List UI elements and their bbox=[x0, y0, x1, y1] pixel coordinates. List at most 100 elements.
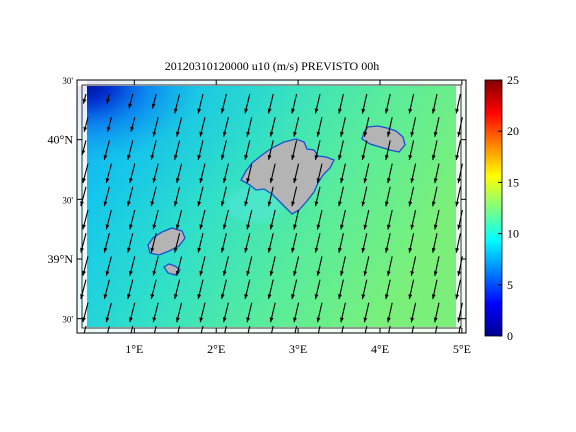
wind-arrow bbox=[103, 233, 110, 253]
map-frame-inner bbox=[81, 84, 462, 329]
wind-arrow bbox=[433, 256, 440, 277]
wind-arrow bbox=[431, 93, 438, 114]
wind-arrow bbox=[103, 279, 110, 300]
wind-arrow bbox=[293, 209, 300, 230]
wind-arrow bbox=[293, 163, 300, 184]
wind-arrow bbox=[247, 325, 251, 333]
wind-arrow bbox=[408, 140, 415, 161]
wind-arrow bbox=[455, 140, 461, 161]
wind-arrow bbox=[361, 140, 368, 161]
wind-arrow bbox=[408, 279, 415, 300]
wind-arrow bbox=[220, 233, 227, 253]
wind-arrow bbox=[220, 186, 227, 207]
wind-arrow bbox=[197, 93, 204, 114]
wind-arrow bbox=[244, 279, 251, 300]
wind-arrow bbox=[173, 279, 181, 300]
wind-arrow bbox=[291, 279, 298, 300]
wind-arrow bbox=[105, 302, 112, 323]
wind-arrow bbox=[129, 209, 136, 230]
wind-arrow bbox=[246, 256, 253, 276]
wind-arrow bbox=[386, 163, 393, 184]
wind-arrow bbox=[455, 233, 461, 253]
wind-arrow bbox=[82, 93, 87, 104]
wind-arrow bbox=[314, 93, 321, 114]
y-tick-label: 30' bbox=[62, 76, 73, 86]
wind-arrow bbox=[293, 117, 300, 137]
wind-arrow bbox=[431, 186, 438, 207]
colorbar-ticks: 0 5 10 15 20 25 bbox=[498, 73, 519, 343]
wind-arrow bbox=[455, 93, 461, 114]
wind-arrow bbox=[340, 117, 346, 137]
wind-arrow bbox=[152, 302, 159, 323]
wind-arrow bbox=[316, 209, 323, 230]
wind-arrow bbox=[103, 186, 110, 207]
wind-arrow bbox=[220, 93, 227, 114]
wind-arrow bbox=[83, 117, 89, 132]
wind-arrow bbox=[269, 256, 276, 276]
wind-arrow bbox=[316, 256, 323, 277]
wind-arrow bbox=[361, 93, 368, 114]
wind-arrow bbox=[173, 233, 181, 253]
colorbar: 0 5 10 15 20 25 bbox=[484, 73, 519, 343]
wind-arrow bbox=[222, 256, 229, 276]
wind-arrow bbox=[314, 186, 321, 207]
wind-arrow bbox=[363, 256, 370, 277]
wind-arrow bbox=[173, 140, 181, 160]
wind-arrow bbox=[267, 233, 274, 253]
wind-arrow bbox=[386, 209, 393, 230]
wind-arrow bbox=[222, 117, 229, 137]
wind-arrow bbox=[175, 209, 183, 230]
wind-arrow bbox=[291, 93, 298, 114]
wind-arrow bbox=[411, 325, 415, 333]
wind-arrow bbox=[129, 302, 136, 323]
wind-arrow bbox=[128, 93, 134, 109]
wind-arrow bbox=[173, 186, 181, 207]
wind-arrow bbox=[457, 302, 463, 323]
wind-arrow bbox=[291, 233, 298, 253]
wind-arrow bbox=[103, 140, 110, 160]
island-ibiza bbox=[147, 227, 186, 256]
wind-arrow bbox=[127, 140, 134, 160]
wind-arrow bbox=[199, 302, 206, 323]
wind-arrow bbox=[82, 302, 89, 323]
wind-arrow bbox=[363, 302, 370, 323]
wind-arrow bbox=[455, 279, 461, 300]
island-mallorca bbox=[240, 138, 335, 215]
wind-arrow bbox=[244, 140, 251, 160]
wind-arrow bbox=[150, 279, 157, 300]
island-formentera bbox=[163, 263, 181, 276]
wind-arrow bbox=[127, 233, 134, 253]
wind-arrow bbox=[384, 279, 391, 300]
wind-arrow bbox=[267, 186, 274, 207]
wind-arrow bbox=[220, 140, 227, 160]
colorbar-tick-label: 10 bbox=[507, 227, 519, 241]
colorbar-tick-label: 5 bbox=[507, 278, 513, 292]
wind-arrow bbox=[81, 140, 87, 156]
x-tick-label: 5°E bbox=[453, 342, 471, 356]
wind-arrow bbox=[410, 302, 417, 323]
wind-arrow bbox=[408, 233, 415, 253]
wind-arrow bbox=[152, 163, 159, 184]
wind-arrow bbox=[316, 302, 323, 323]
wind-arrow bbox=[269, 302, 276, 323]
island-menorca bbox=[361, 125, 406, 153]
x-tick-label: 3°E bbox=[289, 342, 307, 356]
wind-arrow bbox=[338, 186, 344, 207]
map-area bbox=[77, 80, 466, 333]
y-tick-label: 30' bbox=[62, 315, 73, 325]
wind-arrow bbox=[175, 163, 183, 184]
wind-arrow bbox=[434, 325, 438, 333]
wind-arrow bbox=[340, 256, 346, 277]
wind-arrow bbox=[316, 163, 323, 184]
wind-arrow bbox=[150, 186, 157, 207]
wind-arrow bbox=[246, 117, 253, 137]
wind-arrow bbox=[408, 186, 415, 207]
wind-arrow bbox=[82, 209, 89, 230]
lee-zone bbox=[227, 187, 283, 223]
wind-arrow bbox=[338, 233, 344, 253]
wind-arrow bbox=[364, 325, 368, 333]
wind-arrow bbox=[410, 163, 417, 184]
wind-arrow bbox=[173, 93, 181, 114]
wind-arrow bbox=[107, 325, 110, 333]
